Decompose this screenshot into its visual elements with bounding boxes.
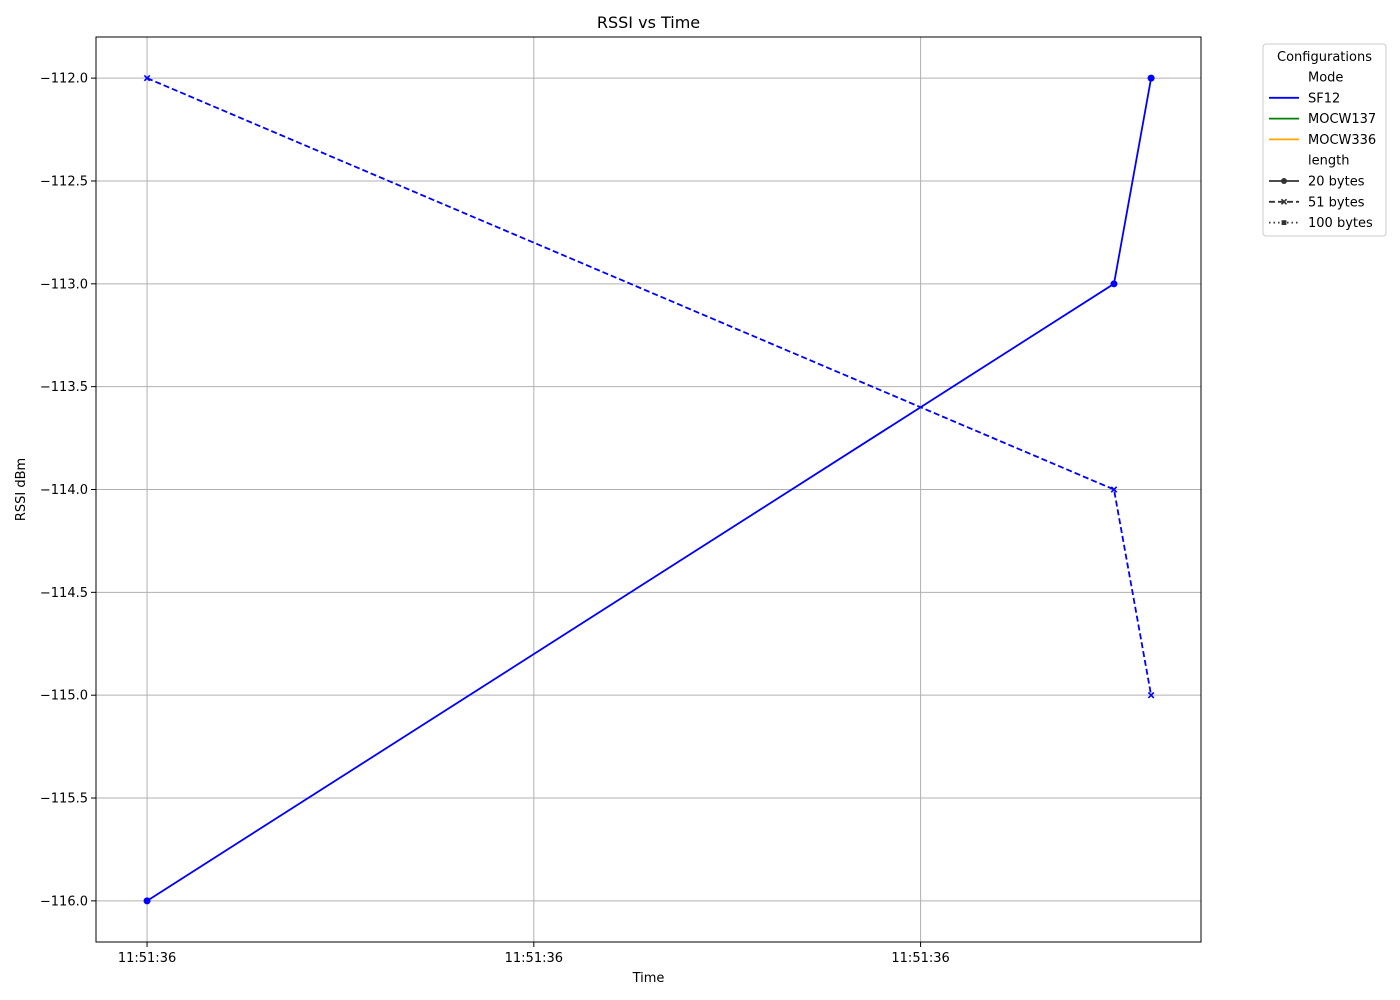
- series-0-point-1: [1110, 280, 1118, 288]
- x-tick-label-1: 11:51:36: [505, 951, 563, 966]
- legend-entry-1: SF12: [1269, 91, 1340, 106]
- legend-label-0: Mode: [1308, 71, 1343, 86]
- legend: Configurations Mode SF12 MOCW137 MOCW336 len…: [1262, 43, 1387, 237]
- y-tick-label-0: −112.0: [40, 72, 88, 87]
- y-tick-label-4: −114.0: [40, 483, 88, 498]
- x-tick-label-2: 11:51:36: [891, 951, 949, 966]
- legend-marker-6: [1280, 198, 1288, 205]
- x-tick-label-0: 11:51:36: [118, 951, 176, 966]
- series-1-point-0: [143, 74, 151, 82]
- series-1-point-2: [1147, 691, 1155, 699]
- legend-entry-4: length: [1308, 154, 1349, 169]
- legend-marker-7: [1281, 220, 1287, 225]
- y-tick-label-2: −113.0: [40, 277, 88, 292]
- chart-title: RSSI vs Time: [597, 13, 700, 32]
- x-axis-ticks: 11:51:36 11:51:36 11:51:36: [118, 942, 950, 966]
- series-0-point-2: [1147, 74, 1155, 82]
- y-axis-ticks: −112.0 −112.5 −113.0 −113.5 −114.0 −114.5 −115…: [40, 72, 96, 909]
- series-layer: [143, 74, 1155, 905]
- legend-label-6: 51 bytes: [1308, 195, 1365, 210]
- series-line-1: [146, 77, 1152, 696]
- series-0-point-0: [143, 897, 151, 905]
- series-1-point-1: [1110, 486, 1118, 493]
- legend-title: Configurations: [1277, 50, 1372, 65]
- legend-entries: Mode SF12 MOCW137 MOCW336 length 20 bytes 51 b…: [1269, 71, 1376, 231]
- legend-box: [1262, 43, 1387, 237]
- grid: [96, 37, 1201, 942]
- legend-entry-7: 100 bytes: [1269, 216, 1373, 231]
- y-tick-label-5: −114.5: [40, 586, 88, 601]
- legend-label-2: MOCW137: [1308, 112, 1376, 127]
- legend-entry-0: Mode: [1308, 71, 1343, 86]
- legend-label-5: 20 bytes: [1308, 175, 1365, 190]
- legend-label-3: MOCW336: [1308, 133, 1376, 148]
- y-tick-label-8: −116.0: [40, 894, 88, 909]
- y-tick-label-1: −112.5: [40, 174, 88, 189]
- legend-marker-5: [1281, 178, 1287, 184]
- y-tick-label-7: −115.5: [40, 792, 88, 807]
- legend-entry-6: 51 bytes: [1269, 195, 1365, 210]
- legend-label-1: SF12: [1308, 91, 1340, 106]
- legend-label-4: length: [1308, 154, 1349, 169]
- y-tick-label-3: −113.5: [40, 380, 88, 395]
- series-1: [143, 74, 1155, 699]
- series-0: [143, 74, 1155, 905]
- x-axis-label: Time: [632, 971, 665, 986]
- legend-entry-2: MOCW137: [1269, 112, 1376, 127]
- legend-entry-5: 20 bytes: [1269, 175, 1365, 190]
- legend-label-7: 100 bytes: [1308, 216, 1373, 231]
- y-axis-label: RSSI dBm: [14, 458, 29, 521]
- legend-entry-3: MOCW336: [1269, 133, 1376, 148]
- y-tick-label-6: −115.0: [40, 689, 88, 704]
